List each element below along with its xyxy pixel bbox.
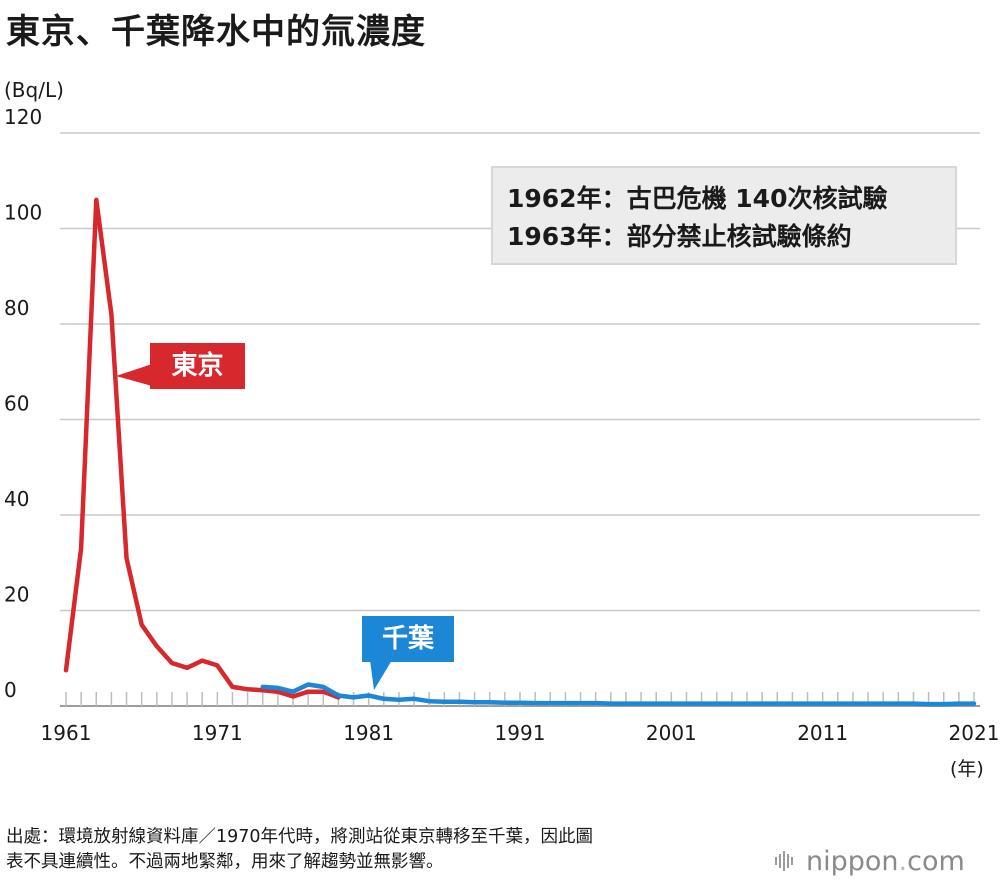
x-tick-label-1981: 1981: [343, 721, 394, 745]
y-tick-label-120: 120: [4, 105, 42, 129]
y-axis-unit-label: (Bq/L): [4, 78, 64, 102]
nippon-logo: nippon.com: [806, 846, 965, 877]
y-tick-label-20: 20: [4, 583, 29, 607]
annotation-line-1963: 1963年：部分禁止核試驗條約: [507, 222, 852, 251]
y-tick-label-0: 0: [4, 678, 17, 702]
source-note: 出處：環境放射線資料庫／1970年代時，將測站從東京轉移至千葉，因此圖 表不具連…: [6, 825, 786, 875]
nippon-logo-icon: [775, 851, 793, 871]
y-tick-label-80: 80: [4, 296, 29, 320]
y-tick-label-100: 100: [4, 201, 42, 225]
x-tick-label-1971: 1971: [192, 721, 243, 745]
x-tick-label-2011: 2011: [797, 721, 848, 745]
chart-title: 東京、千葉降水中的氚濃度: [6, 12, 426, 52]
series-line-tokyo: [63, 197, 341, 700]
y-tick-label-60: 60: [4, 392, 29, 416]
series-lines: [63, 197, 977, 707]
tokyo-label-pointer: [116, 364, 152, 386]
logo-suffix: com: [907, 846, 965, 877]
x-tick-label-1961: 1961: [41, 721, 92, 745]
x-tick-label-1991: 1991: [495, 721, 546, 745]
source-note-line-2: 表不具連續性。不過兩地緊鄰，用來了解趨勢並無影響。: [6, 852, 444, 872]
series-line-chiba: [260, 682, 977, 707]
annotation-line-1962: 1962年：古巴危機 140次核試驗: [507, 184, 888, 213]
logo-main: nippon: [806, 846, 899, 877]
source-note-line-1: 出處：環境放射線資料庫／1970年代時，將測站從東京轉移至千葉，因此圖: [6, 827, 594, 847]
label-pointers: [116, 364, 392, 690]
chart-area: 0 20 40 60 80 100 120 1961 1971 1981 1991 2001 2011 2…: [4, 105, 999, 745]
series-label-tokyo: 東京: [150, 343, 245, 389]
y-tick-label-40: 40: [4, 487, 29, 511]
logo-dot: .: [898, 846, 908, 877]
x-axis-unit-label: (年): [950, 758, 984, 780]
x-tick-label-2001: 2001: [646, 721, 697, 745]
annotation-box: 1962年：古巴危機 140次核試驗 1963年：部分禁止核試驗條約: [491, 166, 957, 265]
chiba-label-pointer: [370, 660, 392, 690]
x-tick-label-2021: 2021: [949, 721, 1000, 745]
series-label-chiba: 千葉: [362, 616, 454, 662]
tick-labels: 0 20 40 60 80 100 120 1961 1971 1981 1991 2001 2011 2…: [4, 105, 999, 745]
